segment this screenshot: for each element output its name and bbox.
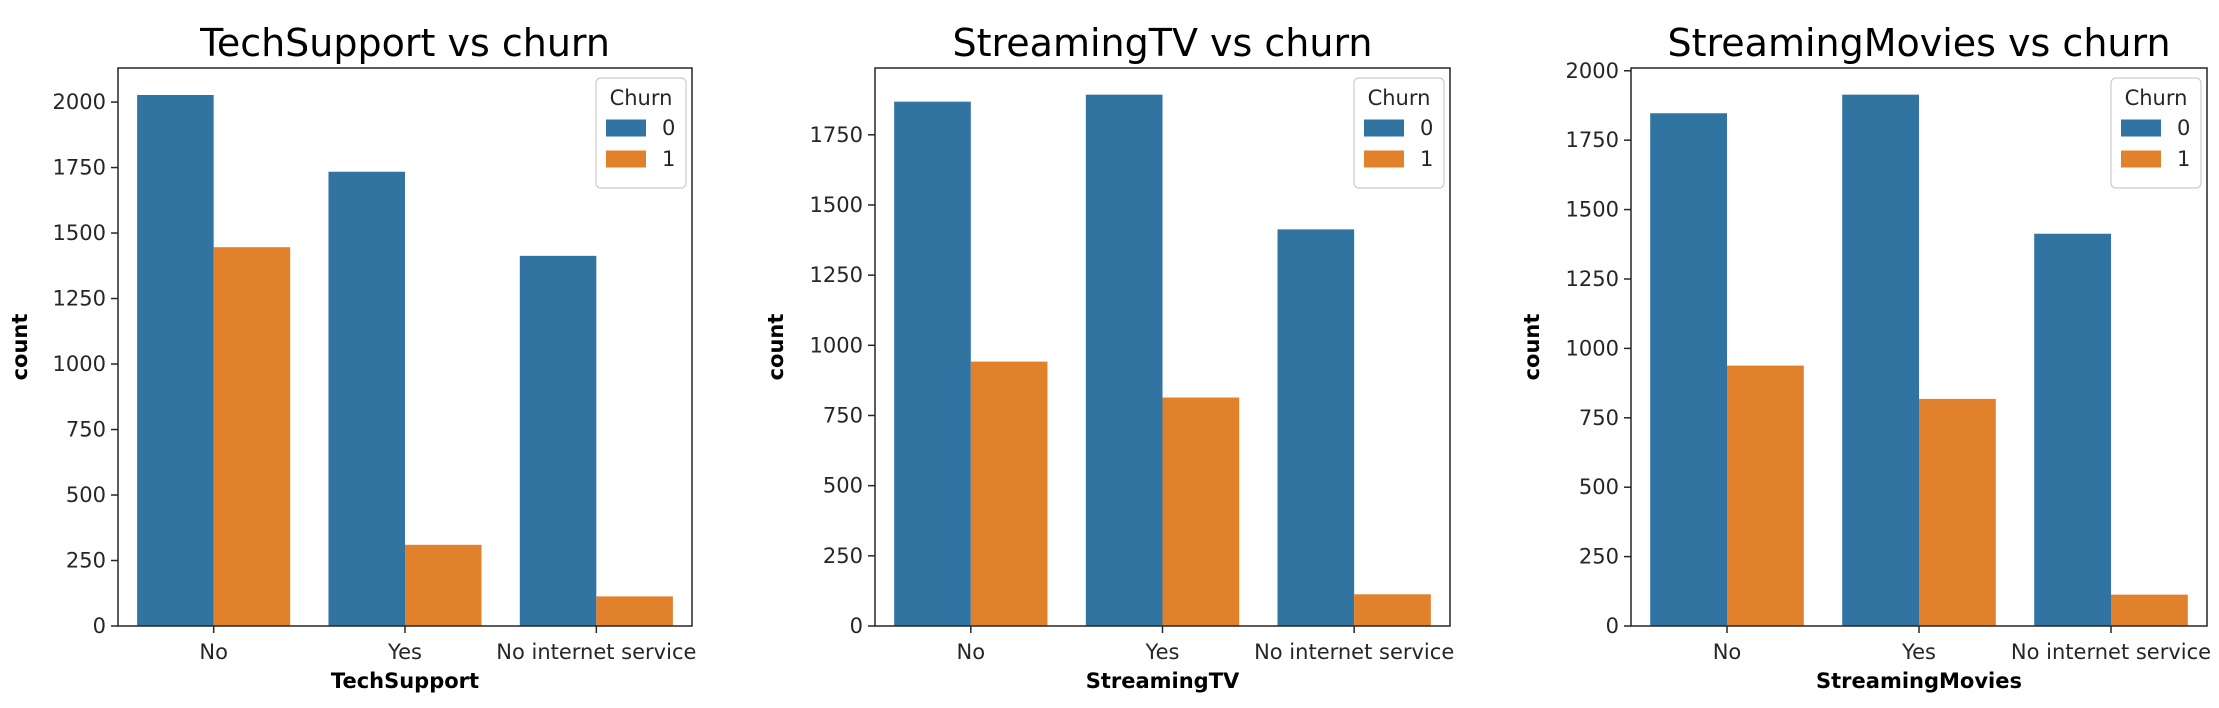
bar-no-internet-service-churn-1 (596, 596, 673, 626)
chart-title: StreamingMovies vs churn (1667, 21, 2170, 65)
legend-title: Churn (2125, 86, 2188, 110)
y-tick-label: 1000 (53, 352, 106, 376)
y-tick-label: 2000 (53, 90, 106, 114)
legend-label-1: 1 (1420, 147, 1433, 171)
x-tick-label-yes: Yes (1901, 640, 1936, 664)
legend-label-0: 0 (2177, 116, 2190, 140)
y-tick-label: 1250 (810, 263, 863, 287)
bar-no-internet-service-churn-1 (1354, 594, 1431, 626)
x-axis-label: TechSupport (331, 669, 479, 693)
x-axis-label: StreamingMovies (1816, 669, 2022, 693)
legend-title: Churn (610, 86, 673, 110)
y-tick-label: 1750 (810, 123, 863, 147)
bar-yes-churn-0 (1842, 94, 1919, 626)
x-tick-label-yes: Yes (1145, 640, 1180, 664)
x-axis-label: StreamingTV (1086, 669, 1240, 693)
y-axis-label: count (764, 314, 788, 381)
chart-techsupport: TechSupport vs churn 0 250 500 750 1000 1250 15… (8, 21, 696, 693)
legend-title: Churn (1368, 86, 1431, 110)
bar-yes-churn-1 (1162, 397, 1240, 626)
legend-label-0: 0 (1420, 116, 1433, 140)
legend-swatch-0 (606, 119, 646, 137)
legend-swatch-1 (606, 150, 646, 168)
legend-label-1: 1 (2177, 147, 2190, 171)
legend-swatch-0 (1364, 119, 1404, 137)
y-axis-label: count (1520, 314, 1544, 381)
bar-yes-churn-0 (328, 171, 405, 626)
legend: Churn 0 1 (595, 77, 687, 189)
y-tick-label: 250 (66, 549, 106, 573)
x-tick-label-no-internet-service: No internet service (1254, 640, 1454, 664)
chart-streamingtv: StreamingTV vs churn 0 250 500 750 1000 1250 15… (764, 21, 1454, 693)
x-tick-label-no-internet-service: No internet service (2011, 640, 2211, 664)
chart-title: TechSupport vs churn (199, 21, 610, 65)
y-tick-label: 1750 (53, 156, 106, 180)
x-tick-label-no-internet-service: No internet service (496, 640, 696, 664)
bar-no-churn-1 (970, 361, 1048, 626)
y-tick-label: 1250 (1566, 267, 1619, 291)
y-tick-label: 0 (1606, 614, 1619, 638)
x-tick-label-no: No (199, 640, 228, 664)
y-tick-label: 1000 (1566, 336, 1619, 360)
bar-no-churn-1 (213, 247, 291, 627)
bar-no-churn-0 (894, 101, 971, 627)
x-tick-label-no: No (1713, 640, 1742, 664)
bar-no-churn-0 (137, 94, 214, 627)
bar-yes-churn-0 (1085, 94, 1163, 627)
y-tick-label: 750 (823, 403, 863, 427)
bar-no-internet-service-churn-0 (519, 255, 597, 626)
chart-title: StreamingTV vs churn (952, 21, 1372, 65)
y-tick-label: 500 (66, 483, 106, 507)
y-tick-label: 1000 (810, 333, 863, 357)
y-tick-label: 250 (1579, 545, 1619, 569)
y-axis-label: count (8, 314, 32, 381)
bar-yes-churn-1 (1919, 398, 1996, 626)
bar-no-internet-service-churn-1 (2111, 594, 2188, 626)
y-tick-label: 1500 (53, 221, 106, 245)
y-tick-label: 1250 (53, 287, 106, 311)
y-tick-label: 0 (93, 614, 106, 638)
bar-no-internet-service-churn-0 (1277, 229, 1355, 626)
legend-label-0: 0 (662, 116, 675, 140)
y-tick-label: 250 (823, 544, 863, 568)
y-tick-label: 1500 (1566, 198, 1619, 222)
bar-no-churn-1 (1727, 365, 1804, 626)
legend: Churn 0 1 (1353, 77, 1445, 189)
legend-swatch-1 (2121, 150, 2161, 168)
legend-swatch-0 (2121, 119, 2161, 137)
y-tick-label: 500 (1579, 475, 1619, 499)
y-tick-label: 750 (1579, 406, 1619, 430)
legend-swatch-1 (1364, 150, 1404, 168)
chart-streamingmovies: StreamingMovies vs churn0250500750100012… (1520, 21, 2211, 693)
bar-no-internet-service-churn-0 (2034, 233, 2111, 627)
y-tick-label: 0 (850, 614, 863, 638)
x-tick-label-yes: Yes (387, 640, 422, 664)
y-tick-label: 1500 (810, 193, 863, 217)
bar-yes-churn-1 (405, 544, 482, 626)
y-tick-label: 1750 (1566, 128, 1619, 152)
x-tick-label-no: No (957, 640, 986, 664)
legend: Churn 0 1 (2110, 77, 2202, 189)
y-tick-label: 2000 (1566, 59, 1619, 83)
bar-no-churn-0 (1650, 113, 1727, 627)
y-tick-label: 500 (823, 474, 863, 498)
y-tick-label: 750 (66, 418, 106, 442)
legend-label-1: 1 (662, 147, 675, 171)
